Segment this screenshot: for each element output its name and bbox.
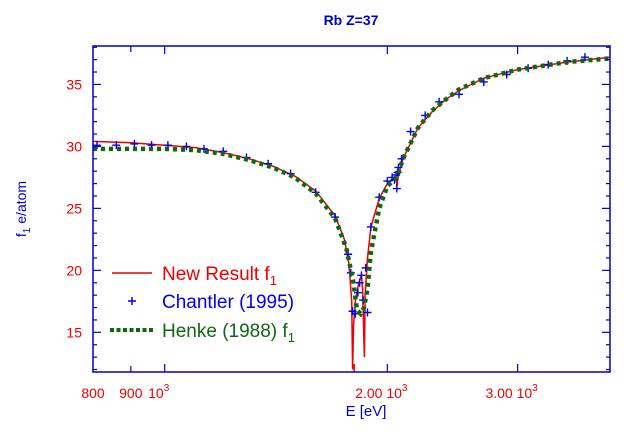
data-point-chantler [363, 308, 372, 317]
data-point-chantler [580, 53, 589, 62]
data-point-chantler [182, 142, 191, 151]
y-tick-label: 35 [66, 76, 82, 92]
data-point-chantler [355, 278, 364, 287]
y-tick-label: 15 [66, 324, 82, 340]
legend-swatch-cross [128, 297, 136, 305]
data-point-chantler [353, 288, 362, 297]
y-tick-label: 30 [66, 138, 82, 154]
data-point-chantler [130, 139, 139, 148]
data-point-chantler [392, 184, 401, 193]
data-point-chantler [479, 77, 488, 86]
x-tick-label: 2.00 103 [355, 383, 408, 401]
legend: New Result f1 Chantler (1995) Henke (198… [110, 264, 295, 345]
x-tick-label: 800 [81, 385, 105, 401]
data-point-chantler [406, 127, 415, 136]
legend-label: Chantler (1995) [162, 292, 294, 313]
x-tick-label: 103 [148, 383, 170, 401]
data-point-chantler [397, 154, 406, 163]
data-point-chantler [112, 141, 121, 150]
x-tick-label: 3.00 103 [485, 383, 538, 401]
series-layer [92, 53, 611, 370]
x-tick-label: 900 [119, 385, 143, 401]
legend-label: Henke (1988) f1 [162, 321, 295, 345]
legend-label: New Result f1 [162, 264, 277, 288]
data-point-chantler [199, 144, 208, 153]
legend-item-chantler: Chantler (1995) [128, 292, 294, 313]
y-tick-label: 25 [66, 200, 82, 216]
plot-frame [92, 45, 611, 373]
y-axis-label-group: f1 e/atom [13, 181, 33, 237]
y-tick-label: 20 [66, 262, 82, 278]
data-point-chantler [357, 271, 366, 280]
chart-title: Rb Z=37 [324, 12, 379, 28]
legend-item-henke: Henke (1988) f1 [110, 321, 295, 345]
series-line-henke [93, 56, 611, 318]
y-axis-label: f1 e/atom [13, 181, 33, 237]
x-axis-label: E [eV] [346, 403, 387, 420]
legend-item-new-result: New Result f1 [112, 264, 277, 288]
